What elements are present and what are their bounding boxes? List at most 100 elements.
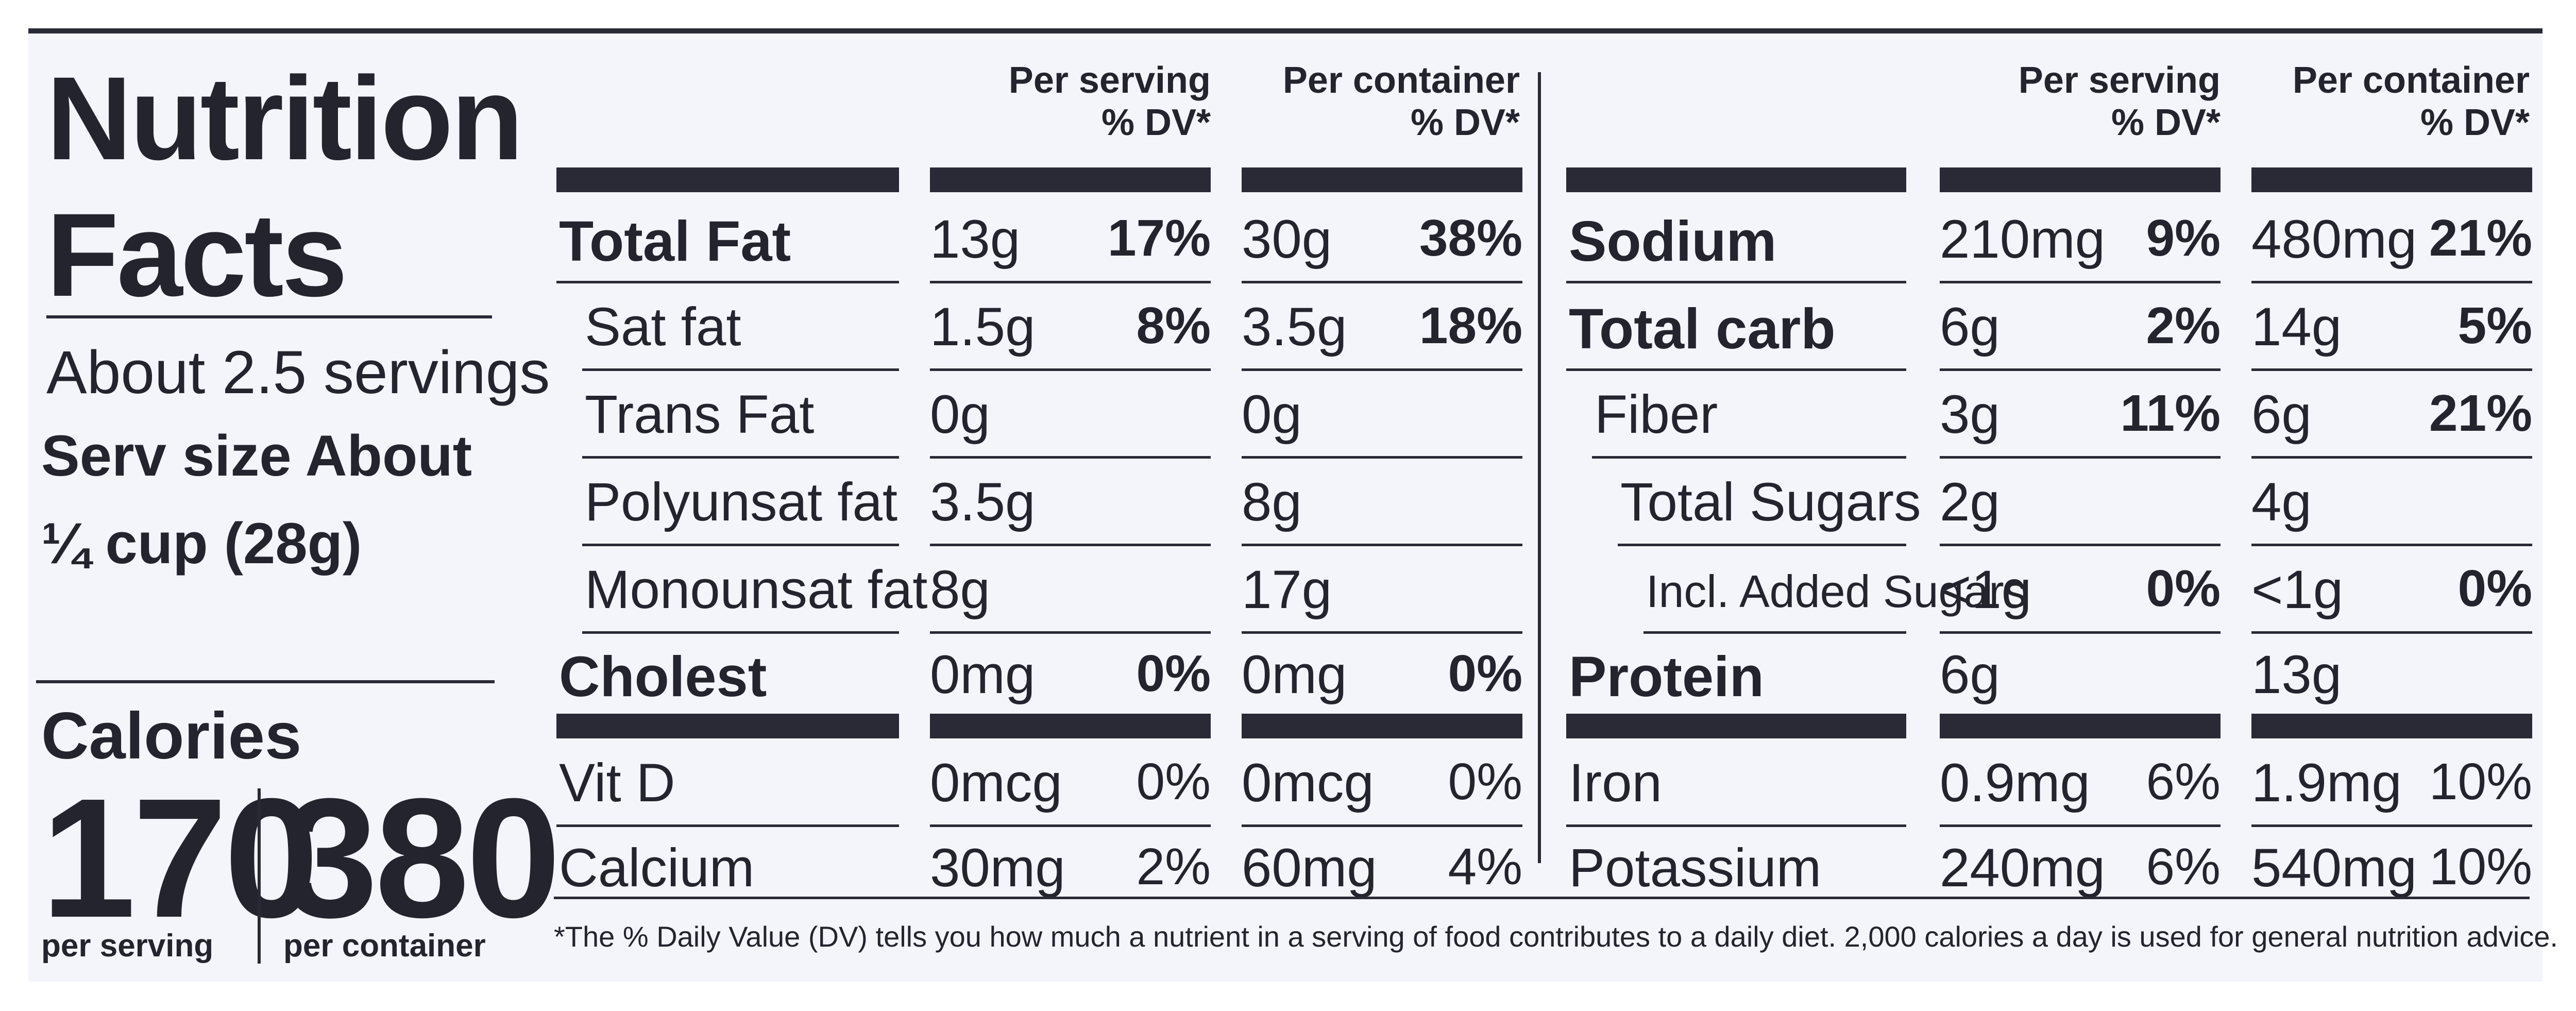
left-thick-bar xyxy=(556,167,899,192)
right-serving-dv: 11% xyxy=(2120,384,2221,442)
footnote-divider xyxy=(554,897,2530,899)
left-container-dv: 0% xyxy=(1448,753,1522,811)
title-facts: Facts xyxy=(46,189,348,321)
right-nutrient-name: Protein xyxy=(1569,645,1764,709)
left-container-dv: 18% xyxy=(1419,297,1522,355)
right-thick-bar xyxy=(1940,167,2221,192)
right-serving-dv: 2% xyxy=(2146,297,2221,355)
left-nutrient-name: Trans Fat xyxy=(585,384,815,445)
left-row-rule xyxy=(1242,281,1522,283)
left-nutrient-name: Total Fat xyxy=(559,210,791,273)
left-row-rule xyxy=(1242,544,1522,546)
right-row-rule xyxy=(1643,631,1906,634)
right-nutrient-name: Sodium xyxy=(1569,210,1777,273)
left-row-rule xyxy=(930,281,1211,283)
left-serving-amount: 0mg xyxy=(930,645,1036,705)
right-serving-dv: 6% xyxy=(2146,838,2221,896)
left-nutrient-name: Vit D xyxy=(559,753,675,813)
left-thick-bar xyxy=(1242,714,1522,738)
left-thick-bar xyxy=(930,714,1211,738)
left-container-amount: 3.5g xyxy=(1242,297,1347,357)
right-nutrient-name: Total Sugars xyxy=(1620,472,1921,532)
left-serving-amount: 13g xyxy=(930,209,1021,269)
right-serving-amount: 6g xyxy=(1940,645,2000,705)
right-thick-bar xyxy=(1566,167,1906,192)
right-row-rule xyxy=(1592,456,1906,459)
right-row-rule xyxy=(2251,544,2532,546)
right-thick-bar xyxy=(1566,714,1906,738)
right-row-rule xyxy=(1566,824,1906,827)
header-left-per-serving: Per serving% DV* xyxy=(1008,60,1211,143)
right-serving-dv: 6% xyxy=(2146,753,2221,811)
left-row-rule xyxy=(930,544,1211,546)
calories-per-container: 380 xyxy=(283,763,561,953)
left-serving-dv: 0% xyxy=(1136,753,1211,811)
left-row-rule xyxy=(1242,368,1522,371)
left-serving-amount: 3.5g xyxy=(930,472,1036,532)
calories-per-container-label: per container xyxy=(283,928,486,964)
left-container-amount: 8g xyxy=(1242,472,1302,532)
left-thick-bar xyxy=(1242,167,1522,192)
calories-divider xyxy=(36,680,495,683)
left-container-amount: 0mg xyxy=(1242,645,1347,705)
left-row-rule xyxy=(556,281,899,283)
right-row-rule xyxy=(1940,824,2221,827)
right-row-rule xyxy=(2251,368,2532,371)
right-row-rule xyxy=(2251,456,2532,459)
left-nutrient-name: Calcium xyxy=(559,838,755,898)
left-serving-amount: 0g xyxy=(930,384,990,445)
left-row-rule xyxy=(582,456,899,459)
left-row-rule xyxy=(930,456,1211,459)
left-serving-dv: 17% xyxy=(1107,209,1211,267)
right-row-rule xyxy=(2251,631,2532,634)
right-row-rule xyxy=(1566,368,1906,371)
left-nutrient-name: Monounsat fat xyxy=(585,560,928,620)
right-thick-bar xyxy=(2251,714,2532,738)
right-container-dv: 21% xyxy=(2429,384,2532,442)
right-nutrient-name: Iron xyxy=(1569,753,1662,813)
right-row-rule xyxy=(1566,281,1906,283)
left-container-amount: 0g xyxy=(1242,384,1302,445)
right-container-amount: 480mg xyxy=(2251,209,2417,269)
left-container-dv: 38% xyxy=(1419,209,1522,267)
right-row-rule xyxy=(2251,281,2532,283)
right-serving-amount: 3g xyxy=(1940,384,2000,445)
title-divider xyxy=(46,315,492,318)
left-row-rule xyxy=(930,824,1211,827)
right-container-amount: 14g xyxy=(2251,297,2342,357)
right-row-rule xyxy=(1940,544,2221,546)
title-nutrition: Nutrition xyxy=(46,52,523,184)
right-serving-amount: <1g xyxy=(1940,560,2032,620)
right-serving-dv: 0% xyxy=(2146,560,2221,617)
left-serving-amount: 1.5g xyxy=(930,297,1036,357)
left-row-rule xyxy=(1242,456,1522,459)
right-container-amount: 4g xyxy=(2251,472,2312,532)
right-container-dv: 10% xyxy=(2429,753,2532,811)
left-serving-amount: 30mg xyxy=(930,838,1065,898)
right-container-amount: 6g xyxy=(2251,384,2312,445)
left-nutrient-name: Cholest xyxy=(559,645,767,709)
right-thick-bar xyxy=(2251,167,2532,192)
header-right-per-serving: Per serving% DV* xyxy=(2018,60,2221,143)
right-container-dv: 21% xyxy=(2429,209,2532,267)
right-container-amount: 13g xyxy=(2251,645,2342,705)
left-container-dv: 0% xyxy=(1448,645,1522,702)
left-serving-amount: 0mcg xyxy=(930,753,1062,813)
right-row-rule xyxy=(1940,368,2221,371)
right-container-amount: 1.9mg xyxy=(2251,753,2402,813)
footnote: *The % Daily Value (DV) tells you how mu… xyxy=(554,920,2558,953)
serving-size-line1: Serv size About xyxy=(41,424,472,488)
right-container-dv: 5% xyxy=(2458,297,2532,355)
right-nutrient-name: Potassium xyxy=(1569,838,1822,898)
left-container-amount: 30g xyxy=(1242,209,1332,269)
left-row-rule xyxy=(582,368,899,371)
left-row-rule xyxy=(582,544,899,546)
right-serving-amount: 6g xyxy=(1940,297,2000,357)
left-serving-dv: 8% xyxy=(1136,297,1211,355)
right-serving-amount: 2g xyxy=(1940,472,2000,532)
left-row-rule xyxy=(1242,824,1522,827)
right-container-dv: 0% xyxy=(2458,560,2532,617)
left-thick-bar xyxy=(556,714,899,738)
right-container-amount: 540mg xyxy=(2251,838,2417,898)
right-nutrient-name: Total carb xyxy=(1569,297,1836,361)
